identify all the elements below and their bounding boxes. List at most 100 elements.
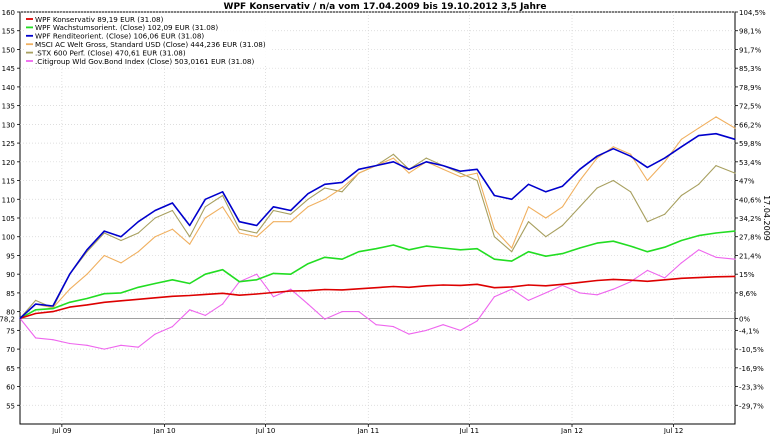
series-3-point-25 — [442, 168, 444, 170]
series-2-point-6 — [120, 236, 122, 238]
right-tick-label: 27,8% — [739, 234, 762, 242]
right-tick-label: 40,6% — [739, 196, 762, 204]
series-0-point-40 — [698, 277, 700, 279]
x-tick-label: Jan 11 — [356, 427, 379, 434]
series-2-point-36 — [630, 155, 632, 157]
right-tick-label: 53,4% — [739, 159, 762, 167]
series-3-point-13 — [238, 232, 240, 234]
series-2-point-12 — [222, 191, 224, 193]
series-4-point-9 — [171, 209, 173, 212]
series-0-point-36 — [630, 279, 632, 281]
series-1-point-9 — [171, 279, 173, 281]
series-2-point-7 — [137, 221, 139, 223]
series-3-point-11 — [204, 217, 206, 219]
x-tick-label: Jul 11 — [459, 427, 480, 434]
series-2-point-13 — [238, 221, 240, 223]
chart-title: WPF Konservativ / n/a vom 17.04.2009 bis… — [224, 2, 547, 12]
series-4-point-1 — [35, 299, 37, 301]
series-5-point-2 — [52, 339, 54, 341]
series-5-point-3 — [69, 342, 71, 345]
series-0-point-31 — [545, 285, 547, 287]
series-3-point-28 — [493, 228, 495, 230]
series-4-point-29 — [511, 251, 513, 253]
series-1-point-28 — [493, 258, 495, 260]
series-3-point-27 — [476, 172, 478, 174]
series-2-point-8 — [154, 209, 156, 212]
series-2-point-26 — [459, 170, 461, 172]
series-5-point-18 — [324, 318, 326, 320]
series-0-point-32 — [561, 283, 564, 285]
right-tick-label: 47% — [739, 178, 755, 186]
left-tick-label: 100 — [2, 234, 15, 242]
series-4-point-35 — [612, 179, 614, 182]
series-3-point-29 — [511, 247, 513, 249]
series-0-point-30 — [527, 284, 530, 286]
series-4-point-6 — [120, 239, 122, 242]
series-0-point-26 — [459, 284, 461, 286]
series-0-point-37 — [646, 280, 649, 282]
series-1-point-42 — [734, 230, 736, 232]
reference-label: 78,2 — [0, 315, 15, 323]
series-2-point-35 — [612, 148, 614, 150]
series-0-point-21 — [375, 287, 377, 289]
series-5-point-25 — [442, 324, 444, 326]
series-0-point-23 — [408, 286, 410, 288]
series-0-point-16 — [290, 290, 292, 292]
series-2-point-1 — [35, 303, 37, 305]
right-tick-label: 78,9% — [739, 84, 762, 92]
series-4-point-42 — [734, 172, 736, 174]
series-1-point-21 — [375, 248, 377, 250]
left-tick-label: 110 — [2, 196, 15, 204]
series-3-point-34 — [596, 157, 598, 159]
series-5-point-12 — [222, 303, 224, 305]
series-1-point-1 — [35, 309, 37, 311]
series-1-point-38 — [664, 246, 666, 248]
series-3-point-7 — [137, 251, 139, 253]
series-3-point-31 — [545, 217, 547, 219]
series-4-point-33 — [579, 206, 581, 208]
series-1-point-15 — [272, 272, 274, 274]
grid — [20, 11, 735, 424]
series-5-point-21 — [375, 324, 377, 326]
series-3-point-10 — [189, 243, 191, 245]
series-0-point-12 — [222, 292, 224, 294]
right-tick-label: 85,3% — [739, 65, 762, 73]
series-4-point-30 — [527, 221, 530, 223]
series-5-point-22 — [392, 326, 394, 328]
series-3-point-33 — [579, 179, 581, 182]
series-1-point-5 — [103, 293, 105, 295]
series-1-point-18 — [324, 256, 326, 258]
right-tick-label: 98,1% — [739, 28, 762, 36]
x-tick-label: Jan 12 — [560, 427, 583, 434]
series-2-point-24 — [425, 161, 427, 163]
series-0-point-41 — [715, 276, 717, 278]
series-5-point-42 — [734, 258, 736, 260]
series-0-point-2 — [52, 311, 54, 313]
series-3-point-19 — [341, 187, 343, 189]
series-3-point-37 — [646, 179, 649, 182]
series-3-point-4 — [86, 273, 88, 275]
series-2-point-23 — [408, 168, 410, 170]
series-1-point-10 — [189, 282, 191, 285]
series-0-point-39 — [680, 277, 683, 279]
series-5-point-16 — [290, 288, 292, 290]
series-2-point-31 — [545, 191, 547, 193]
series-3-point-3 — [69, 288, 71, 290]
series-0-point-19 — [341, 289, 343, 291]
series-5-point-37 — [646, 269, 649, 271]
series-1-point-17 — [307, 263, 309, 265]
series-3-point-6 — [120, 262, 122, 264]
series-2-point-30 — [527, 183, 530, 185]
series-4-point-5 — [103, 232, 105, 234]
series-2-point-38 — [664, 157, 666, 159]
series-4-point-22 — [392, 153, 394, 155]
series-1-point-39 — [680, 239, 683, 242]
legend-entry-1: WPF Wachstumsorient. (Close) 102,09 EUR … — [35, 23, 218, 32]
right-tick-label: 72,5% — [739, 103, 762, 111]
series-0-point-29 — [511, 286, 513, 288]
series-3-point-8 — [154, 236, 156, 238]
series-0-point-6 — [120, 300, 122, 302]
right-tick-label: -10,5% — [739, 346, 764, 354]
